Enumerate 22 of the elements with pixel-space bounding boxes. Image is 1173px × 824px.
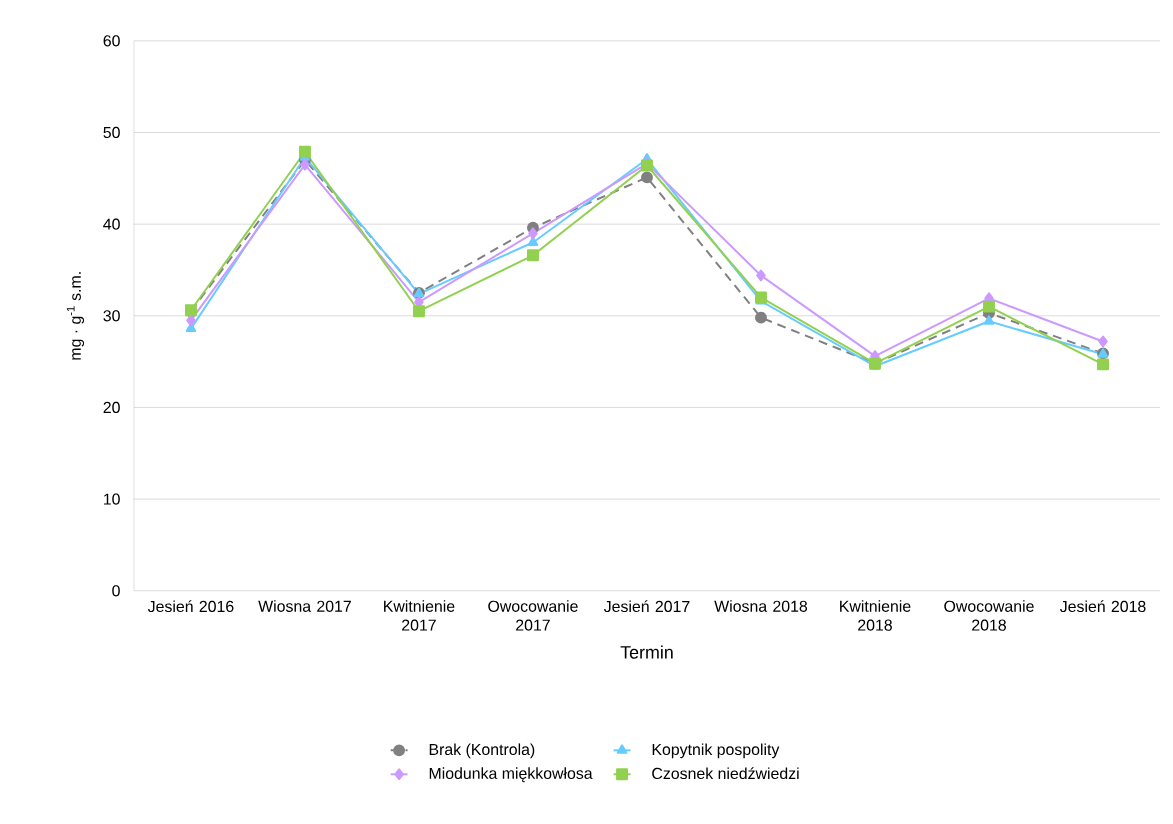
legend-label: Miodunka miękkowłosa	[429, 767, 593, 783]
legend-label: Czosnek niedźwiedzi	[652, 767, 799, 780]
y-tick-label: 10	[104, 493, 120, 505]
x-tick-label: Jesień 2016	[147, 600, 234, 613]
y-tick-label: 50	[103, 126, 120, 139]
x-tick-label: Jesień 2017	[603, 600, 690, 613]
y-tick-label: 60	[103, 35, 120, 47]
x-tick-label: Kwitnienie 2017	[384, 600, 455, 631]
x-tick-label: Jesień 2018	[1060, 600, 1146, 613]
y-tick-label: 30	[103, 310, 120, 322]
x-tick-label: Owocowanie 2017	[488, 600, 578, 631]
x-axis-title: Termin	[620, 645, 673, 659]
x-tick-label: Kwitnienie 2018	[840, 600, 911, 631]
x-tick-label: Wiosna 2017	[258, 600, 351, 612]
y-tick-label: 40	[103, 218, 120, 230]
x-tick-label: Owocowanie 2018	[944, 600, 1034, 631]
y-axis-title: mg · g$^{-1}$ s.m.	[66, 272, 85, 360]
y-tick-label: 20	[103, 401, 120, 414]
legend-label: Brak (Kontrola)	[429, 743, 535, 759]
x-tick-label: Wiosna 2018	[714, 600, 808, 612]
legend-label: Kopytnik pospolity	[652, 743, 780, 759]
y-tick-label: 0	[112, 585, 120, 597]
